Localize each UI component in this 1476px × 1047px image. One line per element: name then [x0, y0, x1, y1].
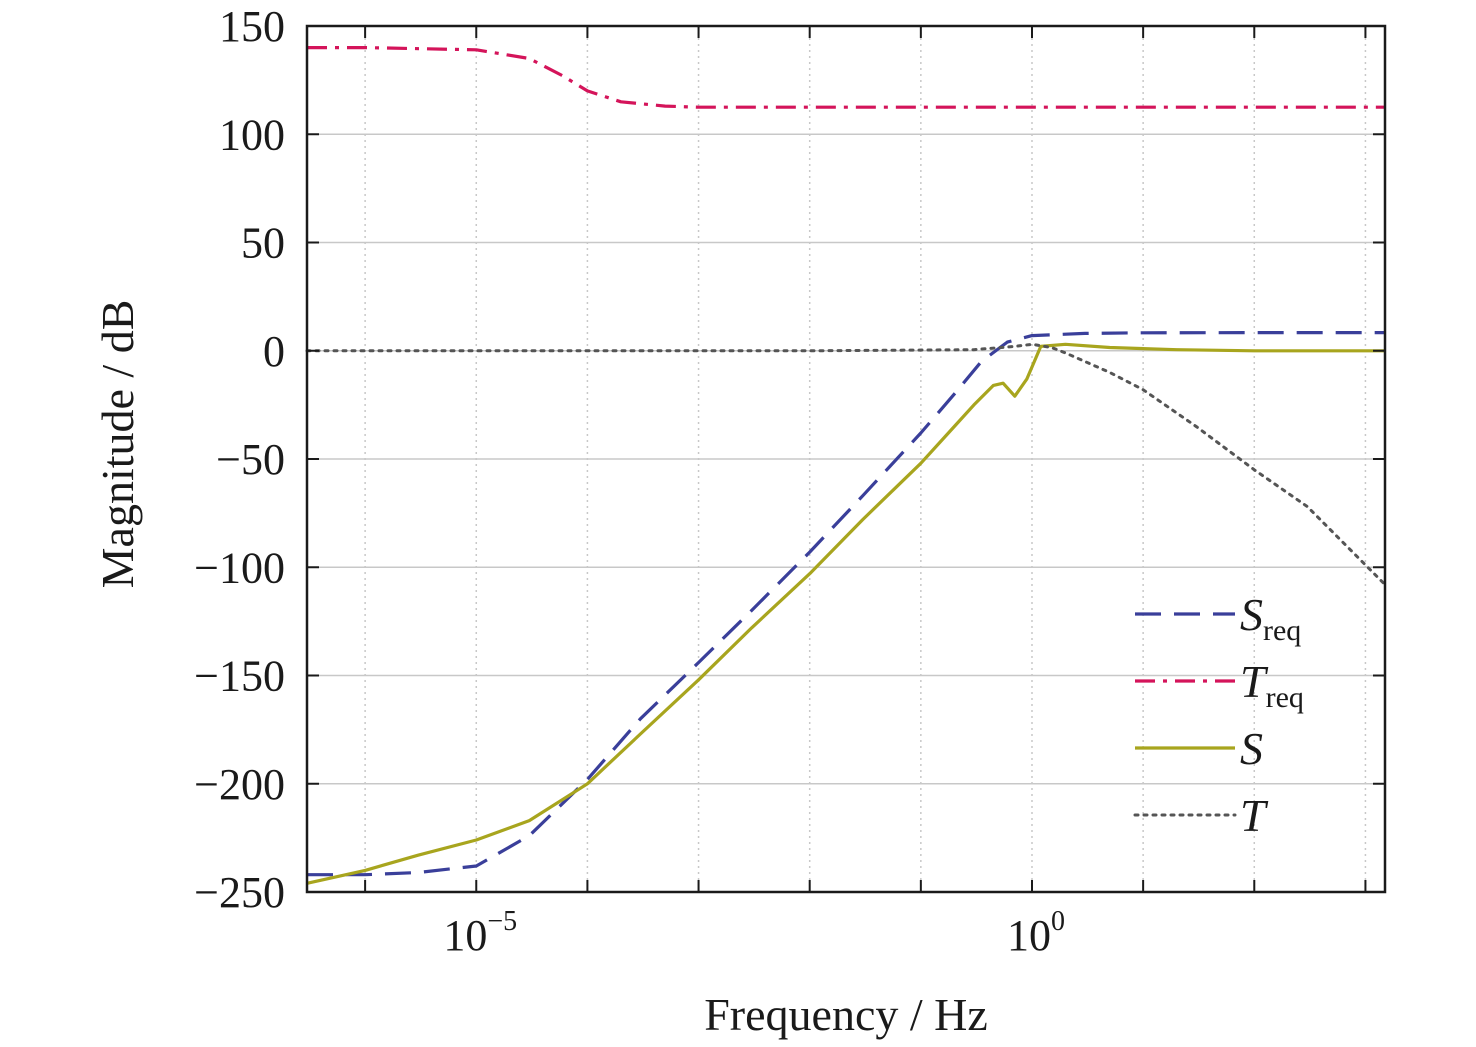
series-line-sreq: [307, 331, 1385, 877]
y-tick-label: −100: [194, 543, 285, 592]
y-tick-label: 50: [241, 219, 285, 268]
y-tick-label: −200: [194, 760, 285, 809]
legend-label-s: S: [1240, 723, 1263, 774]
legend: Sreq Treq ST: [1133, 589, 1304, 841]
y-tick-label: 0: [263, 327, 285, 376]
x-tick-label: 10−5: [443, 906, 517, 960]
y-tick-label: −50: [216, 435, 285, 484]
y-axis-label: Magnitude / dB: [92, 300, 143, 589]
axis-ticks: 150 100 50 0 −50 −100 −150 −200 −250 10−5 100: [194, 2, 1385, 960]
y-tick-label: 100: [219, 110, 285, 159]
legend-label-t: T: [1240, 790, 1269, 841]
legend-label-treq: Treq: [1240, 656, 1304, 714]
grid-lines: [307, 26, 1385, 892]
x-axis-label: Frequency / Hz: [704, 989, 988, 1040]
x-tick-label: 100: [1007, 906, 1065, 960]
series-line-s: [306, 342, 1385, 885]
y-tick-label: 150: [219, 2, 285, 51]
legend-label-sreq: Sreq: [1240, 589, 1301, 647]
series-line-treq: [307, 45, 1385, 109]
series-line-t: [305, 342, 1387, 587]
series-lines: [305, 45, 1387, 885]
y-tick-label: −150: [194, 652, 285, 701]
y-tick-label: −250: [194, 868, 285, 917]
